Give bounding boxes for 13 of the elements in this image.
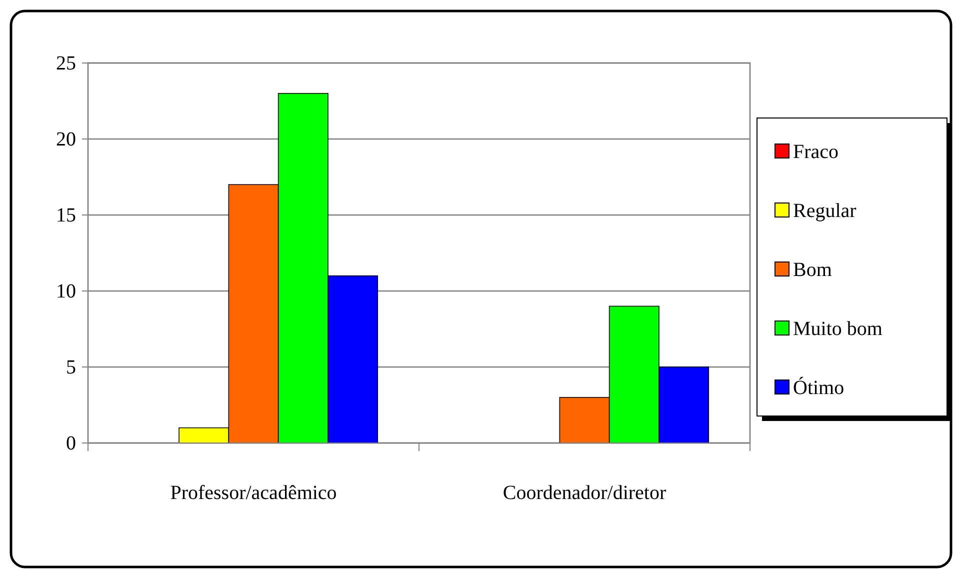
- y-tick-label: 5: [66, 356, 76, 378]
- y-tick-label: 15: [56, 204, 76, 226]
- y-tick-label: 10: [56, 280, 76, 302]
- x-tick-label: Coordenador/diretor: [502, 482, 666, 504]
- y-tick-label: 20: [56, 128, 76, 150]
- legend-label: Ótimo: [793, 376, 844, 399]
- x-tick-label: Professor/acadêmico: [170, 482, 337, 504]
- legend-label: Bom: [793, 259, 832, 281]
- legend-label: Regular: [793, 200, 857, 222]
- y-tick-label: 25: [56, 52, 76, 74]
- y-tick-label: 0: [66, 432, 76, 454]
- legend-label: Fraco: [793, 141, 839, 163]
- legend-label: Muito bom: [793, 318, 883, 340]
